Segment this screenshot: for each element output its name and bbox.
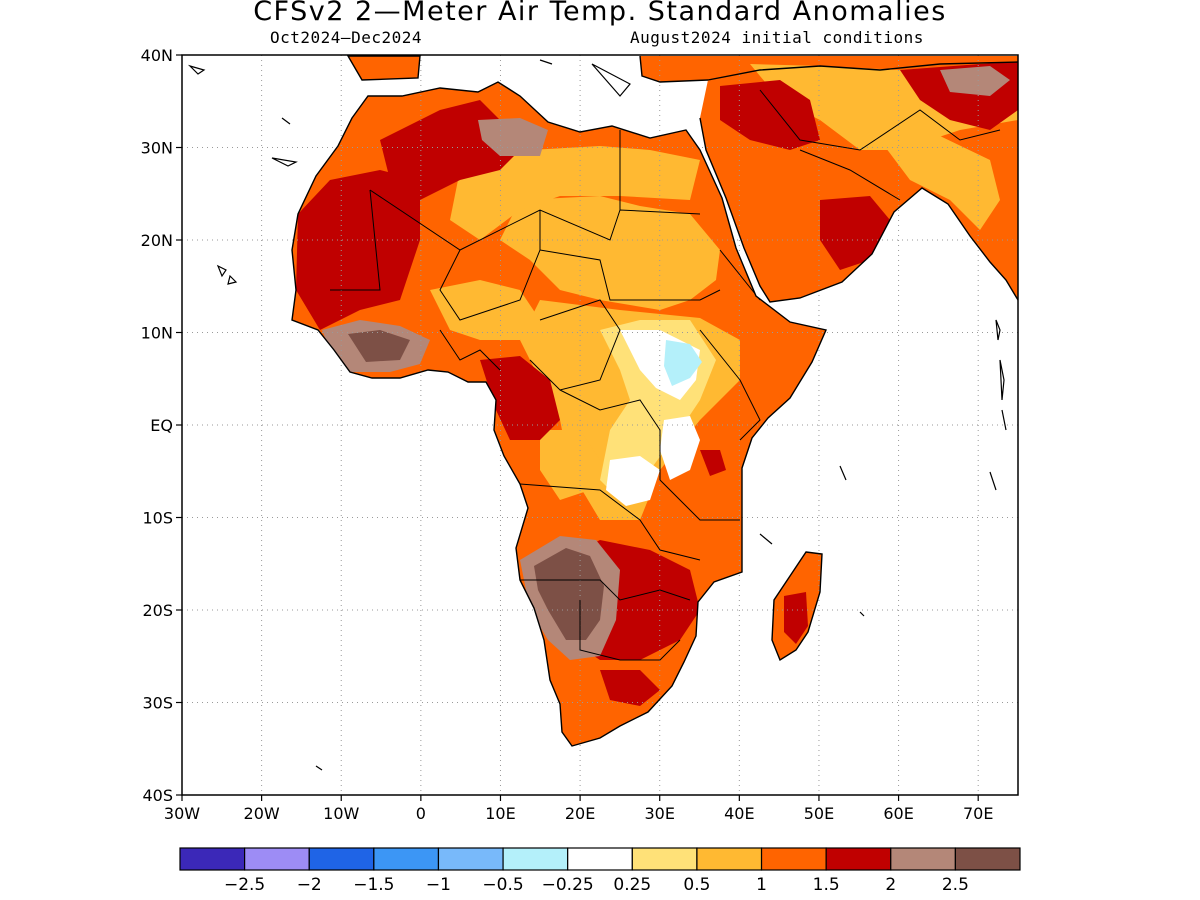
colorbar-swatch — [437, 847, 504, 871]
initial-conditions: August2024 initial conditions — [630, 28, 924, 47]
colorbar-swatch — [760, 847, 827, 871]
lon-tick-label: 10E — [485, 804, 515, 823]
colorbar-label: −1.5 — [353, 875, 394, 895]
country-borders — [330, 89, 1001, 661]
forecast-period: Oct2024—Dec2024 — [270, 28, 422, 47]
colorbar-label: −1 — [426, 875, 451, 895]
colorbar-swatch — [373, 847, 440, 871]
colorbar-swatch — [502, 847, 569, 871]
colorbar-label: −0.25 — [542, 875, 594, 895]
longitude-axis: 30W 20W 10W 0 10E 20E 30E 40E 50E 60E 70E — [164, 795, 993, 823]
colorbar-label: 0.25 — [613, 875, 651, 895]
colorbar-label: 1 — [756, 875, 767, 895]
lat-tick-label: 40S — [142, 786, 173, 805]
colorbar-swatch — [308, 847, 375, 871]
colorbar-swatch — [631, 847, 698, 871]
lon-tick-label: 40E — [724, 804, 754, 823]
latitude-axis: 40N 30N 20N 10N EQ 10S 20S 30S 40S — [141, 46, 182, 805]
lat-tick-label: 10S — [142, 509, 173, 528]
lon-tick-label: 30E — [644, 804, 674, 823]
colorbar-label: 2 — [885, 875, 896, 895]
colorbar-label: 1.5 — [813, 875, 840, 895]
lat-tick-label: 10N — [141, 324, 173, 343]
colorbar-swatch — [825, 847, 892, 871]
lon-tick-label: 20E — [565, 804, 595, 823]
colorbar: −2.5 −2 −1.5 −1 −0.5 −0.25 0.25 0.5 1 1.5 2 2.5 — [179, 847, 1021, 895]
lon-tick-label: 20W — [244, 804, 280, 823]
colorbar-swatch — [179, 847, 246, 871]
colorbar-swatch — [567, 847, 633, 871]
lat-tick-label: EQ — [150, 416, 173, 435]
lon-tick-label: 30W — [164, 804, 200, 823]
colorbar-label: 2.5 — [942, 875, 969, 895]
lon-tick-label: 50E — [804, 804, 834, 823]
coastlines — [291, 55, 1018, 747]
lat-tick-label: 30S — [142, 694, 173, 713]
map-title: CFSv2 2—Meter Air Temp. Standard Anomali… — [253, 0, 947, 27]
colorbar-label: −2 — [297, 875, 322, 895]
colorbar-swatch — [244, 847, 310, 871]
colorbar-label: −0.5 — [482, 875, 523, 895]
colorbar-swatch — [696, 847, 763, 871]
colorbar-swatch — [890, 847, 956, 871]
lat-tick-label: 20S — [142, 601, 173, 620]
lon-tick-label: 10W — [323, 804, 359, 823]
lat-tick-label: 30N — [141, 139, 173, 158]
lon-tick-label: 70E — [963, 804, 993, 823]
graticule-grid — [182, 55, 1018, 795]
lat-tick-label: 20N — [141, 231, 173, 250]
lat-tick-label: 40N — [141, 46, 173, 65]
colorbar-swatch — [954, 847, 1021, 871]
islands — [187, 59, 1007, 771]
lon-tick-label: 60E — [883, 804, 913, 823]
lon-tick-label: 0 — [416, 804, 426, 823]
colorbar-label: −2.5 — [224, 875, 265, 895]
colorbar-label: 0.5 — [683, 875, 710, 895]
